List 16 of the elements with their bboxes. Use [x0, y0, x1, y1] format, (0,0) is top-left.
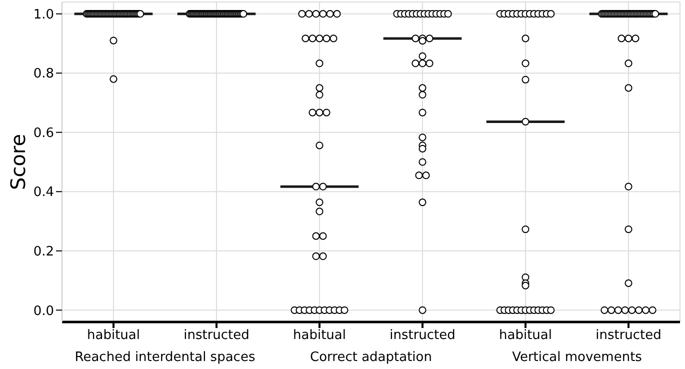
text: Correct adaptation	[310, 350, 432, 365]
y-axis-title: Score	[6, 134, 30, 190]
y-tick-label: 0.2	[33, 244, 54, 260]
y-tick-label: 0.8	[33, 66, 54, 82]
x-tick-label: habitual	[293, 328, 346, 344]
x-tick-label: instructed	[596, 328, 662, 344]
x-tick-label: instructed	[184, 328, 250, 344]
y-tick-label: 0.6	[33, 126, 54, 141]
x-tick-label: habitual	[87, 328, 140, 344]
text: Reached interdental spaces	[74, 350, 256, 365]
y-tick-label: 1.0	[33, 7, 54, 22]
x-tick-label: instructed	[390, 328, 456, 344]
y-tick-label: 0.0	[33, 304, 54, 319]
x-tick-label: habitual	[499, 328, 552, 344]
y-tick-label: 0.4	[33, 185, 54, 200]
text: Vertical movements	[511, 350, 643, 365]
